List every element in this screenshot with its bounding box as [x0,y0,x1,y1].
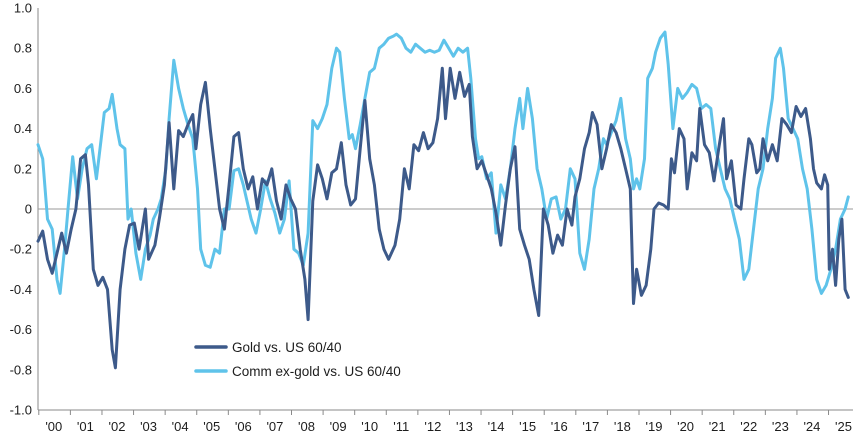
x-tick-label: '01 [77,419,94,434]
y-tick-label: 0.4 [14,121,32,136]
y-tick-label: 0 [25,202,32,217]
y-tick-label: 0.6 [14,81,32,96]
x-tick-label: '18 [614,419,631,434]
x-tick-label: '17 [582,419,599,434]
series-lines [36,30,850,370]
x-tick-label: '23 [772,419,789,434]
x-tick-label: '03 [140,419,157,434]
x-tick-label: '08 [298,419,315,434]
x-tick-label: '25 [835,419,852,434]
y-tick-label: -1.0 [10,403,32,418]
legend: Gold vs. US 60/40 Comm ex-gold vs. US 60/… [194,340,401,379]
x-tick-label: '04 [172,419,189,434]
y-tick-label: 0.2 [14,161,32,176]
x-tick-label: '16 [551,419,568,434]
x-tick-label: '11 [393,419,409,434]
x-tick-label: '02 [108,419,125,434]
legend-label: Comm ex-gold vs. US 60/40 [232,364,401,379]
axes [37,8,853,411]
x-tick-label: '13 [456,419,473,434]
x-tick-label: '10 [361,419,378,434]
x-tick-label: '15 [519,419,536,434]
x-tick-label: '05 [203,419,220,434]
x-tick-label: '06 [235,419,252,434]
y-tick-label: -0.2 [10,242,32,257]
x-tick-label: '09 [330,419,347,434]
x-tick-label: '22 [740,419,757,434]
x-axis-tick-labels: '00 '01 '02 '03 '04 '05 '06 '07 '08 '09 '10 '11 '12 '… [38,410,852,434]
x-tick-label: '24 [803,419,820,434]
y-tick-label: -0.6 [10,322,32,337]
x-tick-label: '20 [677,419,694,434]
y-tick-label: -0.4 [10,282,32,297]
x-tick-label: '14 [488,419,505,434]
x-tick-label: '21 [709,419,726,434]
x-tick-label: '19 [646,419,663,434]
y-tick-label: 0.8 [14,41,32,56]
x-tick-label: '07 [266,419,283,434]
y-tick-label: -0.8 [10,362,32,377]
y-tick-label: 1.0 [14,1,32,16]
x-tick-label: '00 [45,419,62,434]
series-line-gold [36,66,850,370]
legend-label: Gold vs. US 60/40 [232,340,342,355]
y-axis-tick-labels: 1.0 0.8 0.6 0.4 0.2 0 -0.2 -0.4 -0.6 -0.8 -1.0 [10,1,32,418]
x-tick-label: '12 [424,419,441,434]
